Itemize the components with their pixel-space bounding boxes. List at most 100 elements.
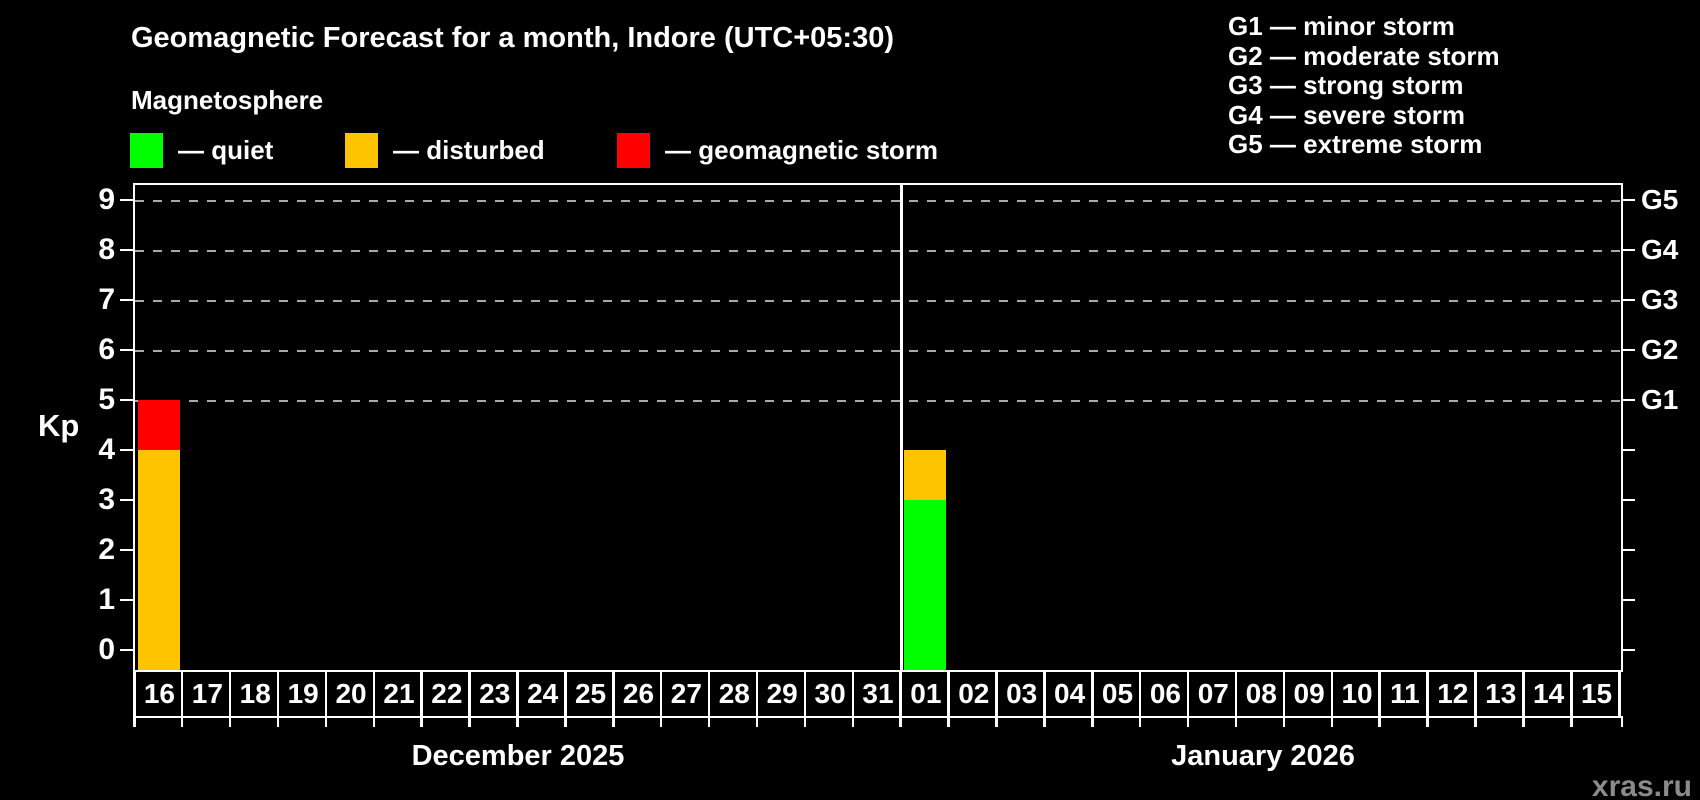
y-tick-right-0 (1622, 648, 1635, 652)
y-tick-right-3 (1622, 498, 1635, 502)
y-tick-label-8: 8 (98, 233, 115, 266)
day-boundary-tick (899, 717, 902, 727)
quiet-color-swatch-icon (130, 133, 163, 168)
day-separator (1186, 672, 1190, 716)
day-label-jan-09: 09 (1293, 678, 1325, 709)
y-tick-label-0: 0 (98, 633, 115, 666)
day-separator (1618, 672, 1621, 716)
day-boundary-tick (372, 717, 376, 727)
day-separator (372, 672, 376, 716)
storm-color-swatch-icon (617, 133, 650, 168)
day-label-dec-19: 19 (287, 678, 319, 709)
y-axis-label: Kp (38, 408, 80, 443)
day-label-dec-16: 16 (143, 678, 176, 709)
day-boundary-tick (851, 717, 855, 727)
bar-dec-31 (137, 450, 180, 670)
gridline-kp6 (135, 349, 1621, 352)
day-boundary-tick (1138, 717, 1142, 727)
day-boundary-tick (1234, 717, 1238, 727)
day-separator (1570, 672, 1573, 716)
gridline-kp5 (135, 399, 1621, 402)
day-boundary-tick (276, 717, 280, 727)
day-label-jan-13: 13 (1485, 678, 1517, 709)
day-label-dec-23: 23 (479, 678, 511, 709)
y-tick-right-4 (1622, 448, 1635, 452)
day-separator (468, 672, 471, 716)
day-label-jan-11: 11 (1390, 678, 1420, 709)
y-tick-right-6 (1622, 348, 1635, 352)
y-tick-right-8 (1622, 248, 1635, 252)
day-separator (516, 672, 519, 716)
day-boundary-tick (612, 717, 615, 727)
day-separator (180, 672, 184, 716)
storm-scale-g1: G1 — minor storm (1228, 11, 1455, 41)
day-boundary-tick (228, 717, 232, 727)
day-label-dec-21: 21 (383, 678, 415, 709)
y-tick-label-4: 4 (98, 433, 115, 466)
storm-scale-legend: G1 — minor storm G2 — moderate storm G3 … (1228, 11, 1500, 160)
y-tick-left-0 (120, 648, 133, 652)
y-tick-left-1 (120, 598, 133, 602)
day-boundary-tick (1620, 717, 1623, 727)
gridline-kp8 (135, 249, 1621, 252)
day-boundary-tick (324, 717, 328, 727)
y-tick-left-2 (120, 548, 133, 552)
day-boundary-tick (947, 717, 950, 727)
day-boundary-tick (659, 717, 663, 727)
y-tick-label-9: 9 (98, 183, 115, 216)
day-separator (1426, 672, 1429, 716)
day-label-dec-27: 27 (670, 678, 702, 709)
day-separator (228, 672, 232, 716)
chart-title: Geomagnetic Forecast for a month, Indore… (131, 22, 895, 54)
day-boundary-tick (1186, 717, 1190, 727)
day-label-jan-15: 15 (1580, 678, 1613, 709)
month-divider-line (900, 185, 903, 670)
month-label-december: December 2025 (411, 740, 625, 772)
y-tick-left-6 (120, 348, 133, 352)
day-boundary-tick (420, 717, 423, 727)
day-axis-row: 16 17 18 19 20 21 22 23 24 25 26 27 28 29 30 31 01 02 03 04… (133, 670, 1623, 718)
watermark: xras.ru (1591, 770, 1692, 800)
disturbed-color-swatch-icon (345, 133, 378, 168)
day-separator (133, 672, 136, 716)
storm-scale-g4: G4 — severe storm (1228, 99, 1466, 130)
legend-label-storm: — geomagnetic storm (665, 135, 939, 165)
day-boundary-tick (1570, 717, 1573, 727)
day-separator (420, 672, 423, 716)
legend-item-storm: — geomagnetic storm (617, 133, 938, 168)
y-tick-left-8 (120, 248, 133, 252)
day-separator (899, 672, 902, 716)
day-boundary-tick (468, 717, 471, 727)
day-label-dec-29: 29 (766, 678, 798, 709)
storm-scale-g2: G2 — moderate storm (1228, 40, 1500, 71)
day-label-dec-25: 25 (574, 678, 607, 709)
day-label-jan-10: 10 (1341, 678, 1373, 709)
day-separator (1474, 672, 1477, 716)
y-tick-left-4 (120, 448, 133, 452)
y-tick-left-9 (120, 198, 133, 202)
day-separator (1043, 672, 1046, 716)
day-separator (1234, 672, 1238, 716)
y-tick-label-6: 6 (98, 333, 115, 366)
y-tick-right-5 (1622, 398, 1635, 402)
day-boundary-tick (180, 717, 184, 727)
y-tick-right-2 (1622, 548, 1635, 552)
day-boundary-tick (516, 717, 519, 727)
y-tick-left-5 (120, 398, 133, 402)
day-boundary-tick (1378, 717, 1381, 727)
day-label-dec-22: 22 (431, 678, 463, 709)
day-separator (1330, 672, 1334, 716)
day-label-jan-12: 12 (1437, 678, 1469, 709)
day-separator (1378, 672, 1381, 716)
day-boundary-tick (1043, 717, 1046, 727)
day-boundary-tick (707, 717, 711, 727)
day-label-dec-18: 18 (239, 678, 271, 709)
day-boundary-tick (1474, 717, 1477, 727)
day-separator (947, 672, 950, 716)
y-tick-label-1: 1 (98, 583, 115, 616)
day-label-jan-06: 06 (1149, 678, 1181, 709)
y-tick-right-1 (1622, 598, 1635, 602)
day-label-jan-01: 01 (910, 678, 942, 709)
day-label-jan-03: 03 (1006, 678, 1038, 709)
